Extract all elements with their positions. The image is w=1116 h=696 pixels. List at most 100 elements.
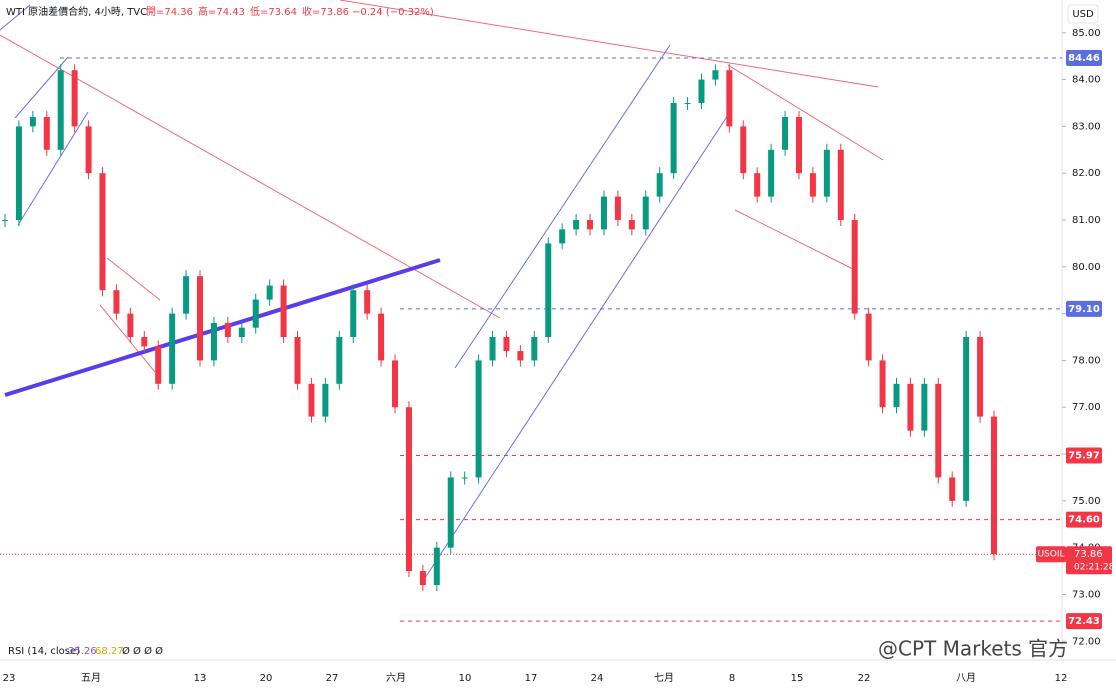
x-tick-label: 17 [525, 673, 538, 684]
candle [531, 337, 538, 361]
candle [949, 477, 956, 501]
trend-line [734, 209, 856, 271]
candle [712, 70, 719, 80]
x-tick-label: 八月 [956, 672, 976, 684]
candle [684, 102, 691, 104]
candle [419, 571, 426, 586]
candle [628, 220, 635, 230]
candle [29, 117, 36, 127]
candle [726, 70, 733, 127]
watermark: @CPT Markets 官方 [878, 637, 1068, 661]
candle [294, 337, 301, 384]
channel-line [17, 111, 89, 226]
indicator-value: 68.27 [95, 646, 124, 657]
x-tick-label: 15 [791, 673, 804, 684]
candle [15, 126, 22, 220]
candle [489, 337, 496, 361]
candle [823, 149, 830, 197]
candle [141, 337, 148, 347]
trend-line [0, 34, 501, 319]
candle [907, 383, 914, 431]
x-tick-label: 12 [1055, 673, 1068, 684]
channel-line [424, 114, 729, 579]
candle [545, 243, 552, 338]
currency-box[interactable] [1067, 4, 1099, 24]
candle [587, 220, 594, 230]
candle [475, 360, 482, 478]
x-tick-label: 27 [326, 673, 339, 684]
candle [614, 196, 621, 220]
candle [2, 220, 8, 221]
candle [197, 276, 204, 361]
currency[interactable]: USD [1072, 9, 1094, 20]
x-tick-label: 13 [194, 673, 207, 684]
candle [977, 337, 984, 417]
candle [43, 117, 50, 150]
level-label: 79.10 [1068, 304, 1100, 315]
ohlc-open: 開=74.36 [146, 6, 193, 18]
last-price-label: 73.86 [1074, 549, 1103, 560]
x-tick-label: 六月 [386, 672, 406, 684]
candle [155, 346, 162, 384]
candle [183, 276, 190, 314]
symbol: WTI 原油差價合約, 4小時, TVC [6, 5, 147, 18]
price-axis-bg [1062, 0, 1116, 692]
candle [837, 149, 844, 220]
level-label: 84.46 [1068, 53, 1100, 64]
trend-line [727, 64, 884, 161]
x-tick-label: 五月 [81, 672, 101, 684]
candle [782, 117, 789, 150]
y-tick-label: 81.00 [1072, 215, 1101, 226]
y-tick-label: 85.00 [1072, 28, 1101, 39]
candle [865, 313, 872, 361]
candle [642, 196, 649, 230]
candle [768, 149, 775, 197]
candle [224, 322, 231, 338]
trend-lines [0, 0, 884, 579]
indicator-name: RSI (14, close) [8, 646, 80, 657]
candle [364, 290, 371, 314]
candle [350, 290, 357, 338]
candle [57, 70, 64, 150]
candle [698, 79, 705, 103]
candle [670, 102, 677, 174]
candle [893, 383, 900, 408]
y-tick-label: 77.00 [1072, 402, 1101, 413]
x-tick-label: 20 [260, 673, 273, 684]
level-tag [1066, 50, 1102, 67]
candle [461, 477, 468, 479]
channel-line [454, 44, 671, 369]
candle [851, 220, 858, 314]
candle [559, 229, 566, 244]
level-label: 74.60 [1068, 515, 1100, 526]
candle [503, 337, 510, 352]
level-label: 75.97 [1068, 450, 1100, 461]
y-tick-label: 80.00 [1072, 262, 1101, 273]
ohlc-high: 高=74.43 [198, 5, 245, 18]
x-tick-label: 23 [3, 673, 16, 684]
ohlc-low: 低=73.64 [250, 5, 297, 18]
candle [573, 220, 580, 230]
trend-line [4, 258, 441, 397]
y-tick-label: 75.00 [1072, 496, 1101, 507]
y-tick-label: 82.00 [1072, 168, 1101, 179]
x-tick-label: 8 [729, 673, 735, 684]
candle [809, 173, 816, 197]
candle [378, 313, 385, 361]
candle [935, 383, 942, 478]
candle [656, 173, 663, 197]
x-tick-label: 24 [591, 673, 604, 684]
indicator-rest: Ø Ø Ø Ø [122, 645, 163, 657]
candle [392, 360, 399, 408]
candle [433, 547, 440, 586]
x-tick-label: 七月 [654, 672, 674, 684]
level-tag [1066, 613, 1102, 630]
y-tick-label: 78.00 [1072, 355, 1101, 366]
candle [740, 126, 747, 174]
candle [71, 70, 78, 127]
candle [113, 290, 120, 314]
channel-line [14, 56, 69, 119]
candle [280, 285, 287, 338]
candle [991, 416, 997, 555]
